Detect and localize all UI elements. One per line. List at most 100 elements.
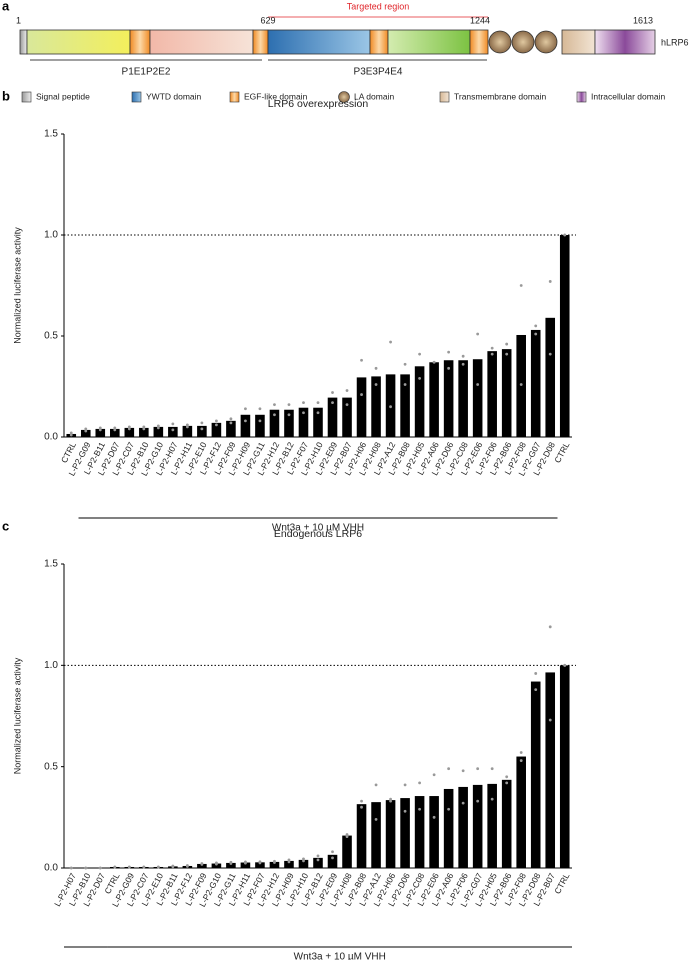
replicate-point	[490, 797, 494, 801]
replicate-point	[418, 377, 421, 380]
signal-peptide	[19, 29, 28, 55]
bar	[429, 796, 439, 868]
ywtd-domain	[267, 29, 371, 55]
replicate-point	[476, 799, 480, 803]
intracellular-domain	[594, 29, 656, 55]
replicate-point	[345, 403, 349, 407]
bar	[269, 861, 280, 868]
bar	[226, 862, 236, 868]
bar	[95, 428, 106, 437]
bar	[168, 426, 178, 437]
replicate-point	[476, 767, 480, 771]
bar	[487, 351, 497, 437]
egf-domain	[252, 29, 269, 55]
replicate-point	[418, 781, 421, 785]
replicate-point	[185, 864, 189, 868]
bar	[458, 360, 468, 437]
legend-swatch	[338, 91, 350, 103]
replicate-point	[142, 865, 146, 869]
replicate-point	[127, 425, 131, 429]
bar	[429, 362, 439, 437]
legend-label: Intracellular domain	[591, 91, 665, 101]
egf-domain	[469, 29, 489, 55]
bar	[153, 426, 164, 437]
bar	[545, 317, 556, 437]
bar	[516, 756, 526, 868]
replicate-point	[229, 421, 233, 425]
replicate-point	[200, 427, 204, 431]
bar	[356, 377, 367, 437]
legend-swatch	[229, 91, 240, 103]
replicate-point	[273, 861, 276, 864]
replicate-point	[316, 858, 320, 862]
replicate-point	[534, 688, 538, 692]
replicate-point	[389, 340, 392, 344]
legend-label: Transmembrane domain	[454, 91, 547, 101]
replicate-point	[244, 419, 247, 423]
replicate-point	[258, 419, 262, 423]
ywtd-domain	[149, 29, 254, 55]
transmembrane-domain	[561, 29, 596, 55]
replicate-point	[374, 383, 378, 386]
replicate-point	[331, 401, 334, 405]
replicate-point	[519, 751, 523, 754]
bar	[313, 857, 323, 868]
replicate-point	[360, 805, 363, 809]
replicate-point	[490, 346, 494, 350]
y-axis-label: Normalized luciferase activity	[12, 227, 22, 344]
replicate-point	[287, 858, 291, 862]
panel-label: a	[2, 0, 10, 13]
la-domain	[511, 30, 535, 54]
replicate-point	[403, 362, 407, 366]
bar	[269, 409, 280, 437]
bar	[443, 360, 454, 437]
replicate-point	[360, 358, 363, 362]
bar	[385, 800, 396, 868]
replicate-point	[258, 407, 262, 411]
replicate-point	[215, 862, 218, 866]
bar	[501, 349, 512, 437]
y-tick-label: 0.5	[44, 761, 58, 772]
replicate-point	[171, 865, 175, 869]
x-tick-label: CTRL	[552, 440, 571, 465]
replicate-point	[215, 419, 218, 423]
egf-domain	[129, 29, 151, 55]
bar	[226, 420, 236, 437]
panel-label: b	[2, 88, 10, 103]
replicate-point	[476, 332, 480, 336]
bar	[559, 665, 570, 868]
replicate-point	[142, 425, 146, 429]
legend	[21, 91, 587, 103]
fragment-label: P3E3P4E4	[354, 67, 403, 78]
bar	[342, 835, 352, 868]
replicate-point	[113, 426, 117, 430]
bar	[400, 798, 410, 868]
bar	[80, 429, 91, 437]
replicate-point	[273, 413, 276, 417]
replicate-point	[316, 401, 320, 405]
replicate-point	[505, 342, 509, 346]
bar	[110, 428, 120, 437]
bar	[501, 779, 512, 868]
replicate-point	[331, 391, 334, 394]
replicate-point	[98, 428, 102, 432]
fragment-label: P1E1P2E2	[122, 67, 171, 78]
bar	[559, 235, 570, 437]
replicate-point	[302, 401, 305, 405]
y-tick-label: 1.5	[44, 559, 58, 570]
replicate-point	[69, 866, 73, 870]
bar	[211, 863, 222, 868]
replicate-point	[127, 865, 131, 869]
replicate-point	[374, 817, 378, 821]
bar	[255, 862, 265, 868]
replicate-point	[215, 423, 218, 427]
replicate-point	[360, 393, 363, 396]
replicate-point	[548, 718, 552, 722]
replicate-point	[563, 663, 567, 667]
legend-swatch	[439, 91, 450, 103]
bar	[356, 804, 367, 868]
bar	[414, 796, 425, 868]
replicate-point	[244, 861, 247, 865]
bar	[139, 427, 149, 437]
x-axis-label: Wnt3a + 10 µM VHH	[272, 523, 364, 534]
